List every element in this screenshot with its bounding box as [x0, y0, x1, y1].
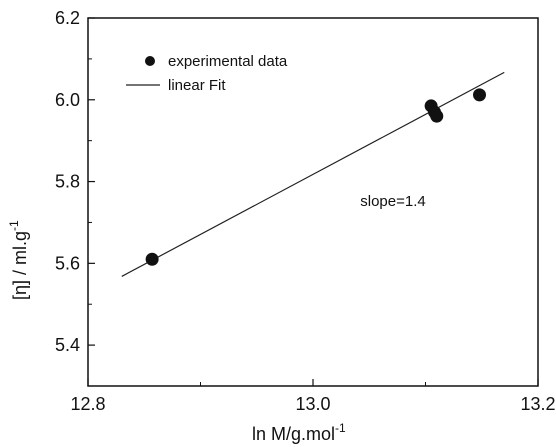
y-tick-label-4: 6.2: [55, 8, 80, 28]
data-points: [145, 88, 486, 266]
x-axis-label-text: ln M/g.mol: [252, 424, 335, 444]
y-axis-label-sup: -1: [7, 220, 21, 231]
y-tick-label-1: 5.6: [55, 253, 80, 273]
legend: experimental data linear Fit: [126, 53, 288, 94]
x-tick-label-1: 13.0: [295, 394, 330, 414]
x-tick-label-0: 12.8: [70, 394, 105, 414]
plot-frame: [87, 17, 539, 387]
axis-ticks: [87, 17, 539, 387]
legend-label-experimental: experimental data: [168, 53, 288, 70]
axis-tick-labels: 12.8 13.0 13.2 5.4 5.6 5.8 6.0 6.2: [55, 8, 556, 414]
data-point-3: [430, 109, 444, 123]
x-axis-label-sup: -1: [335, 421, 346, 435]
data-point-4: [473, 88, 486, 102]
x-axis-label: ln M/g.mol-1: [252, 421, 346, 444]
y-axis-label-text: [η] / ml.g: [10, 231, 30, 300]
legend-label-fit: linear Fit: [168, 77, 226, 94]
data-point-0: [145, 252, 159, 266]
y-axis-label: [η] / ml.g-1: [7, 220, 30, 300]
legend-marker-experimental: [145, 56, 155, 66]
y-tick-label-3: 6.0: [55, 90, 80, 110]
x-tick-label-2: 13.2: [520, 394, 555, 414]
fit-line: [121, 71, 505, 277]
y-tick-label-0: 5.4: [55, 335, 80, 355]
slope-annotation: slope=1.4: [360, 193, 425, 210]
y-tick-label-2: 5.8: [55, 172, 80, 192]
